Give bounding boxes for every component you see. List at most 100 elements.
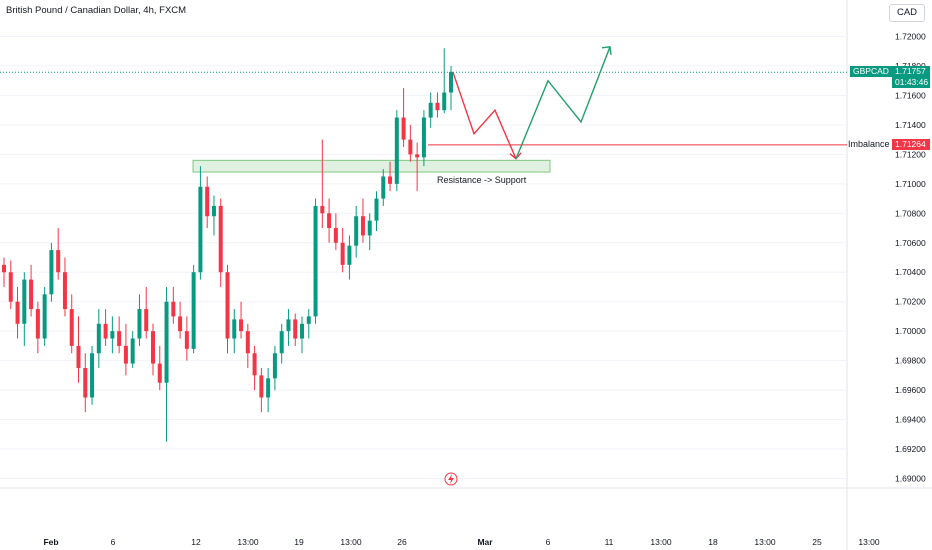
projection-up-arrowhead	[601, 46, 612, 55]
candle-body	[157, 363, 162, 383]
candle-body	[435, 102, 440, 111]
candle-body	[83, 368, 88, 398]
bar-countdown: 01:43:46	[895, 77, 929, 88]
x-tick-label: 13:00	[858, 537, 880, 547]
candle-body	[191, 272, 196, 349]
candle-body	[35, 309, 40, 339]
candle-body	[90, 353, 95, 398]
last-price-value: 1.71757	[895, 66, 926, 77]
candle-body	[449, 71, 453, 93]
y-tick-label: 1.70800	[895, 208, 926, 218]
y-tick-label: 1.70400	[895, 267, 926, 277]
y-tick-label: 1.69800	[895, 356, 926, 366]
candle-body	[56, 250, 61, 273]
candle-body	[171, 301, 176, 317]
y-tick-label: 1.70600	[895, 238, 926, 248]
x-tick-label: 12	[191, 537, 201, 547]
candle-body	[15, 301, 20, 324]
x-tick-label: 6	[546, 537, 551, 547]
candle-body	[313, 205, 318, 317]
candle-body	[103, 323, 108, 339]
y-tick-label: 1.71000	[895, 179, 926, 189]
candle-body	[394, 117, 399, 184]
candle-body	[306, 316, 311, 324]
candle-body	[123, 345, 128, 364]
candle-body	[76, 345, 81, 368]
x-tick-label: 11	[605, 537, 614, 547]
y-tick-label: 1.70000	[895, 326, 926, 336]
candle-body	[22, 279, 27, 324]
projection-down-path[interactable]	[452, 72, 517, 160]
candle-body	[239, 319, 244, 332]
candle-body	[29, 279, 34, 310]
zone-label: Resistance -> Support	[437, 175, 527, 186]
x-tick-label: 26	[397, 537, 407, 547]
y-tick-label: 1.72000	[895, 32, 926, 42]
currency-button[interactable]: CAD	[889, 4, 925, 22]
candle-body	[360, 216, 365, 236]
candle-body	[367, 220, 372, 236]
candle-body	[225, 272, 230, 339]
candle-body	[320, 205, 325, 214]
y-tick-label: 1.69200	[895, 444, 926, 454]
candle-body	[293, 319, 298, 339]
y-tick-label: 1.71800	[895, 61, 926, 71]
candle-body	[2, 264, 6, 273]
y-tick-label: 1.69400	[895, 415, 926, 425]
candle-body	[272, 353, 277, 379]
candle-body	[340, 242, 345, 265]
candle-body	[252, 353, 257, 376]
candle-body	[442, 92, 447, 111]
x-tick-label: Feb	[43, 537, 58, 547]
support-zone[interactable]	[192, 159, 551, 173]
y-tick-label: 1.71600	[895, 90, 926, 100]
x-tick-label: 18	[708, 537, 718, 547]
imbalance-price-badge: 1.71264	[892, 138, 930, 150]
x-tick-label: 19	[294, 537, 304, 547]
candle-body	[178, 316, 183, 332]
x-tick-label: 13:00	[340, 537, 362, 547]
symbol-label: GBPCAD	[853, 66, 889, 77]
candle-body	[266, 378, 271, 398]
candle-body	[218, 205, 223, 273]
projection-down-arrowhead	[509, 152, 522, 160]
candle-body	[232, 319, 237, 339]
lightning-glyph	[448, 474, 454, 484]
imbalance-label: Imbalance	[848, 138, 890, 149]
candle-body	[42, 294, 47, 339]
y-tick-label: 1.71200	[895, 149, 926, 159]
y-tick-label: 1.69600	[895, 385, 926, 395]
candle-body	[137, 309, 142, 339]
chart-title: British Pound / Canadian Dollar, 4h, FXC…	[6, 5, 187, 16]
projection-up-path[interactable]	[515, 46, 611, 160]
y-tick-label: 1.70200	[895, 297, 926, 307]
candle-body	[62, 272, 67, 310]
candle-body	[408, 139, 413, 155]
candle-body	[49, 250, 54, 295]
candle-body	[279, 331, 284, 354]
last-price-badge: 1.71757 01:43:46	[892, 66, 930, 89]
x-tick-label: 13:00	[754, 537, 776, 547]
x-tick-label: 6	[111, 537, 116, 547]
candle-body	[211, 205, 216, 217]
candle-body	[286, 319, 291, 332]
candle-body	[110, 331, 115, 339]
candle-body	[347, 245, 352, 265]
x-tick-label: 13:00	[237, 537, 259, 547]
candle-body	[354, 216, 359, 246]
candle-body	[151, 331, 155, 364]
candle-body	[184, 331, 189, 349]
candle-body	[374, 198, 379, 221]
y-tick-label: 1.69000	[895, 474, 926, 484]
x-tick-label: 25	[812, 537, 822, 547]
symbol-price-badge: GBPCAD	[850, 66, 892, 78]
candle-body	[117, 331, 122, 346]
candle-body	[164, 301, 169, 383]
x-tick-label: 13:00	[650, 537, 672, 547]
candle-body	[333, 228, 338, 243]
x-tick-label: Mar	[477, 537, 493, 547]
candle-body	[428, 102, 433, 118]
candle-body	[388, 176, 393, 184]
candle-body	[415, 154, 420, 158]
